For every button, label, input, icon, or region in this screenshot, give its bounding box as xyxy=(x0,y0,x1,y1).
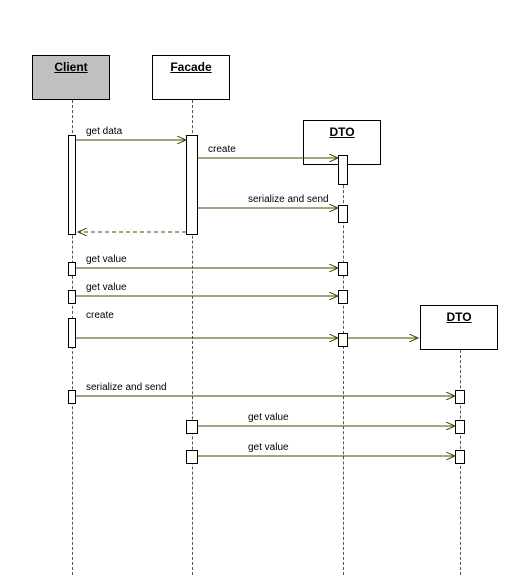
activation-bar xyxy=(338,262,348,276)
participant-label: DTO xyxy=(329,125,354,139)
activation-bar xyxy=(186,450,198,464)
message-label: serialize and send xyxy=(86,382,167,393)
activation-bar xyxy=(186,135,198,235)
message-label: create xyxy=(86,310,114,321)
message-label: get value xyxy=(86,254,127,265)
participant-client: Client xyxy=(32,55,110,100)
message-label: create xyxy=(208,144,236,155)
participant-label: Client xyxy=(54,60,87,74)
activation-bar xyxy=(68,390,76,404)
message-label: serialize and send xyxy=(248,194,329,205)
activation-bar xyxy=(338,205,348,223)
message-label: get value xyxy=(86,282,127,293)
activation-bar xyxy=(68,135,76,235)
message-label: get data xyxy=(86,126,122,137)
activation-bar xyxy=(455,420,465,434)
activation-bar xyxy=(338,290,348,304)
participant-label: DTO xyxy=(446,310,471,324)
message-label: get value xyxy=(248,442,289,453)
activation-bar xyxy=(455,450,465,464)
participant-facade: Facade xyxy=(152,55,230,100)
activation-bar xyxy=(338,155,348,185)
activation-bar xyxy=(338,333,348,347)
activation-bar xyxy=(68,318,76,348)
sequence-diagram: Client Facade DTO DTO get data create se… xyxy=(0,0,521,575)
message-label: get value xyxy=(248,412,289,423)
activation-bar xyxy=(68,262,76,276)
activation-bar xyxy=(455,390,465,404)
activation-bar xyxy=(68,290,76,304)
lifeline-dto1 xyxy=(343,165,344,575)
participant-label: Facade xyxy=(170,60,211,74)
activation-bar xyxy=(186,420,198,434)
participant-dto2: DTO xyxy=(420,305,498,350)
